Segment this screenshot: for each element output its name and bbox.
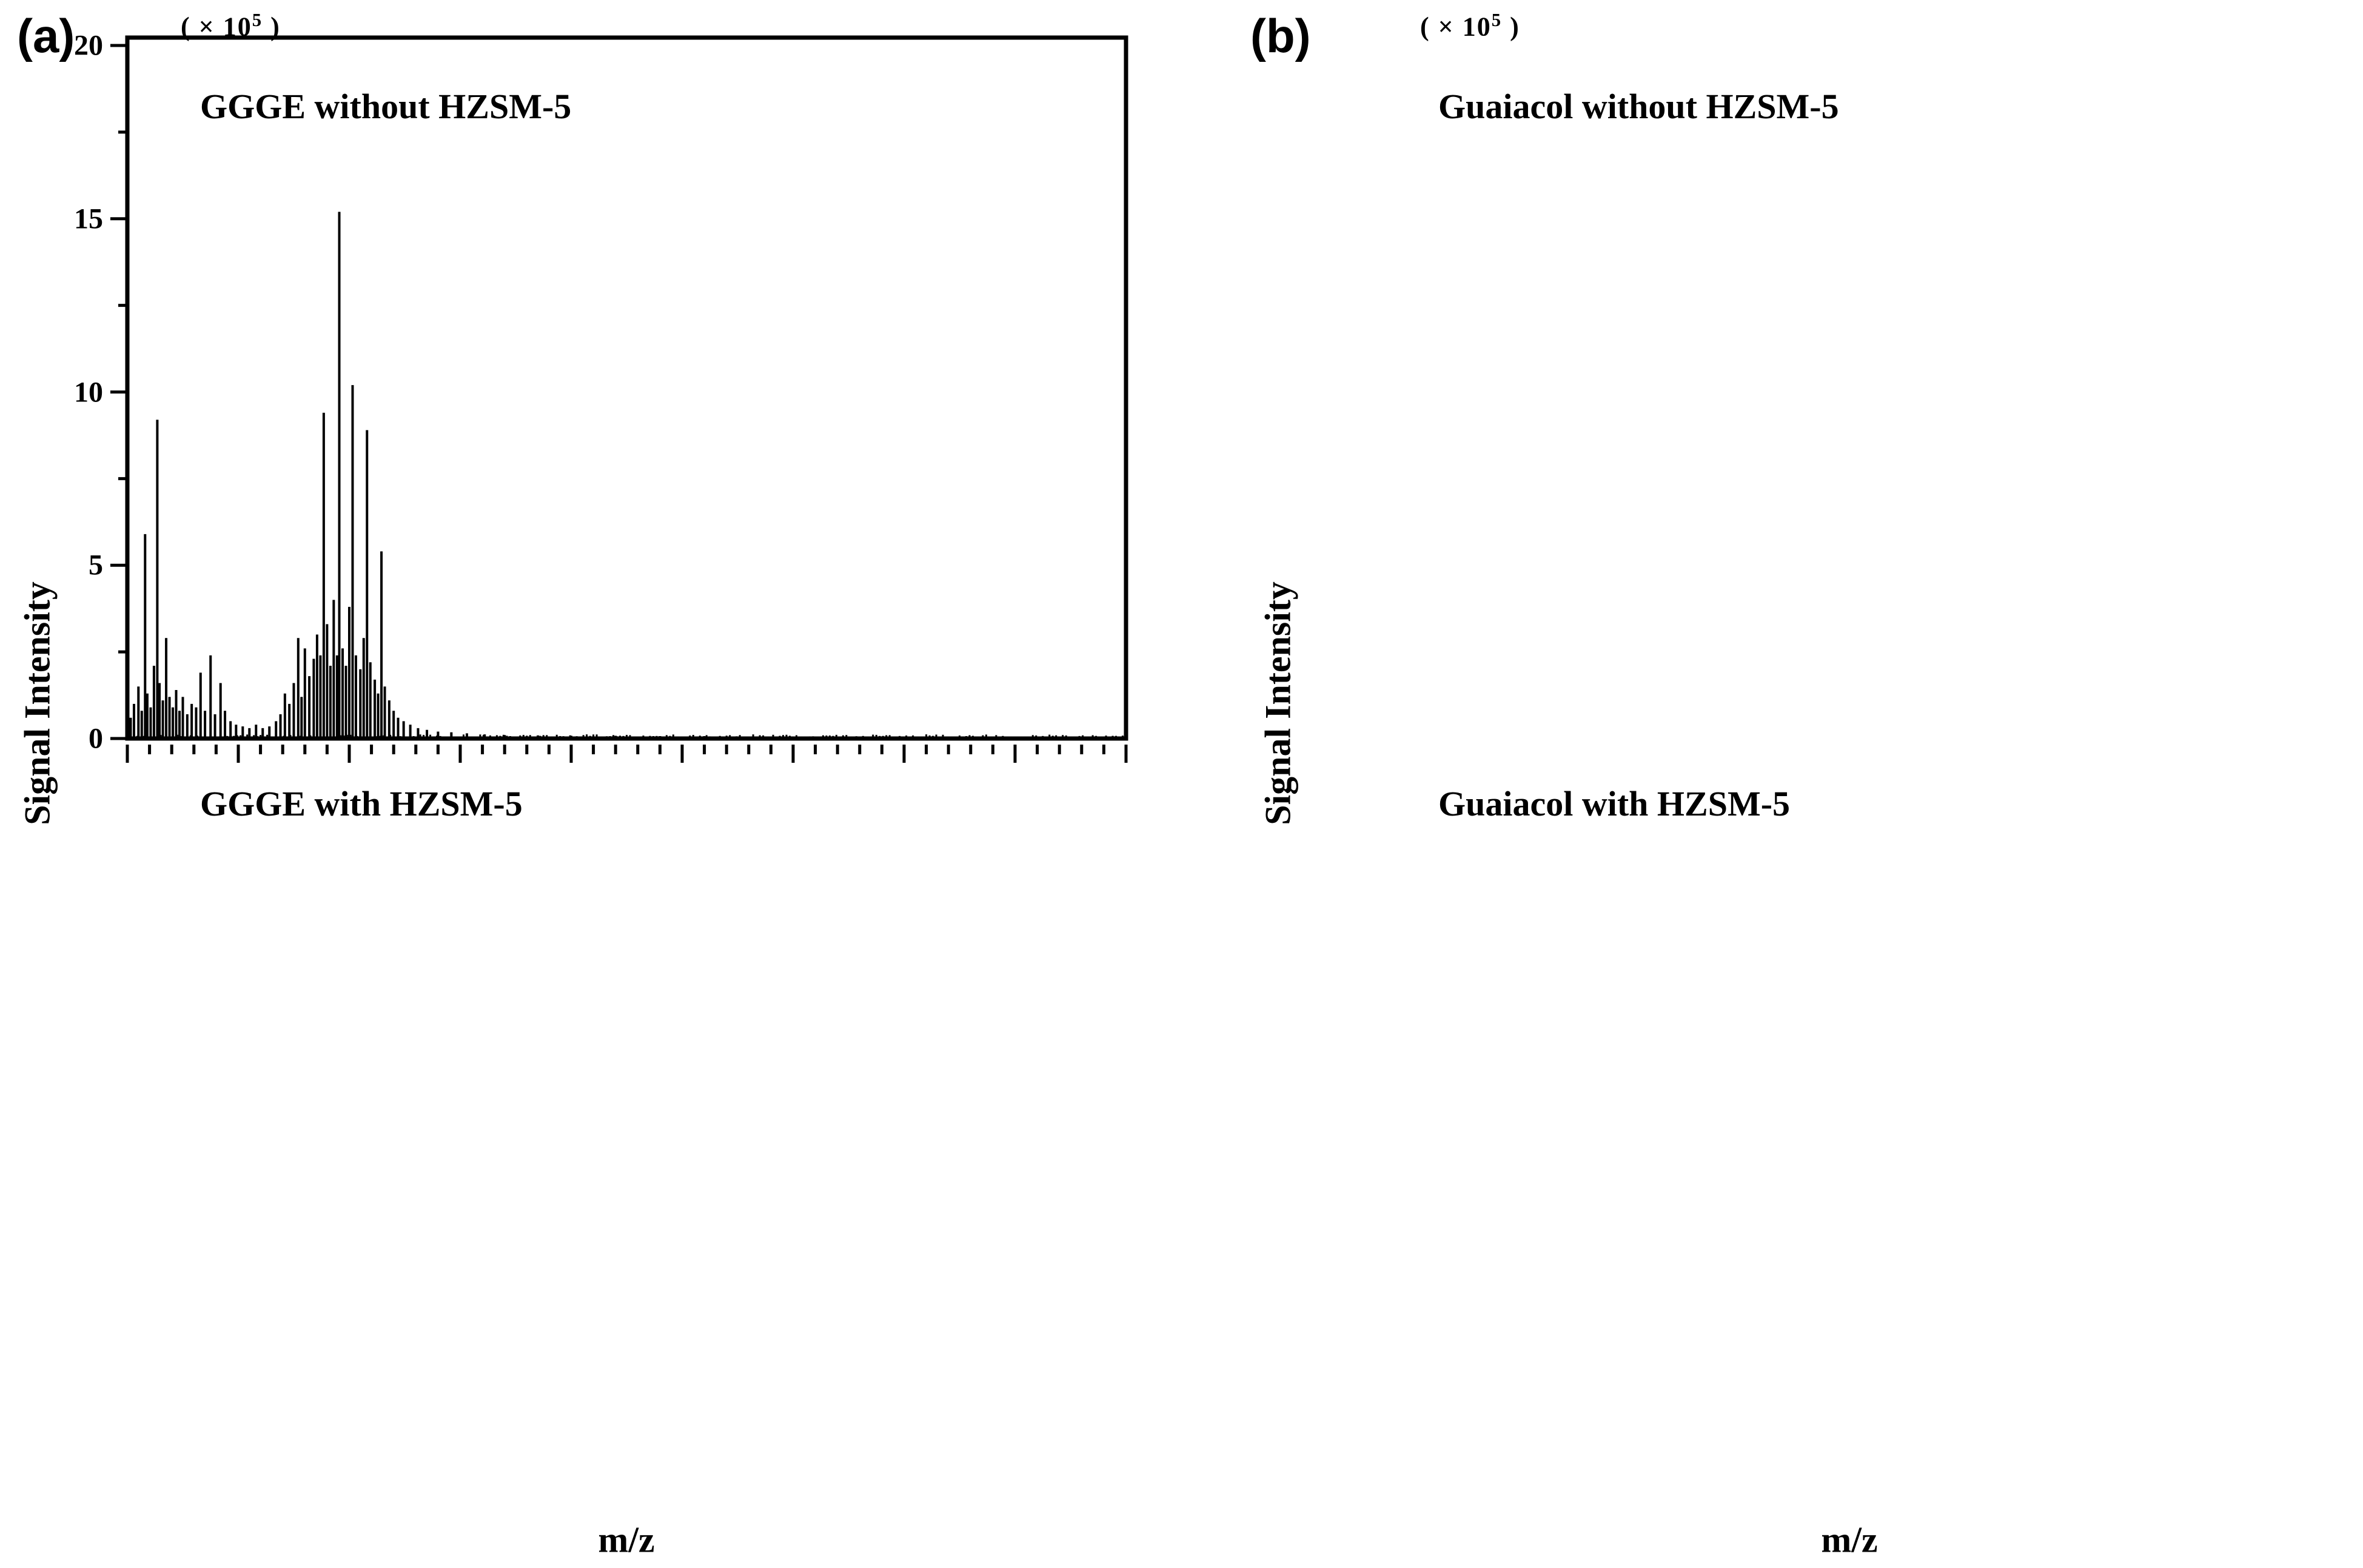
ggge-without-hzsm5-y-ticks [110, 44, 127, 740]
title-ggge-without: GGGE without HZSM-5 [200, 87, 572, 126]
x-axis-title-b: m/z [1821, 1519, 1878, 1560]
ggge-without-hzsm5-panel [110, 35, 1128, 763]
title-guaiacol-without: Guaiacol without HZSM-5 [1438, 87, 1839, 126]
title-guaiacol-with: Guaiacol with HZSM-5 [1438, 784, 1791, 823]
ggge-without-hzsm5-x-ticks [126, 745, 1128, 763]
scale-note-a: ( × 105 ) [181, 10, 281, 42]
y-axis-title-a: Signal Intensity [17, 581, 58, 825]
ggge-without-hzsm5-ytick-5: 5 [89, 549, 103, 581]
x-axis-title-a: m/z [598, 1519, 655, 1560]
ggge-without-hzsm5-ytick-10: 10 [74, 376, 103, 408]
ggge-without-hzsm5-ytick-0: 0 [89, 722, 103, 755]
ggge-without-hzsm5-ytick-15: 15 [74, 203, 103, 235]
panel-b-tag: (b) [1250, 9, 1311, 62]
ggge-without-hzsm5-ytick-20: 20 [74, 29, 103, 62]
ggge-without-hzsm5-frame [125, 35, 1128, 741]
panel-a-tag: (a) [17, 9, 75, 62]
title-ggge-with: GGGE with HZSM-5 [200, 784, 523, 823]
y-axis-title-b: Signal Intensity [1258, 581, 1298, 825]
scale-note-b: ( × 105 ) [1420, 10, 1520, 42]
ggge-without-hzsm5-series-spectrum [126, 212, 1127, 739]
